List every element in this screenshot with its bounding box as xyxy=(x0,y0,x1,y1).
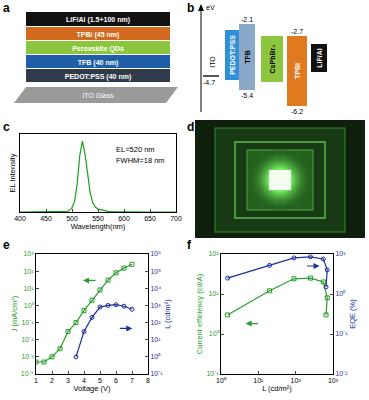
svg-text:10⁰: 10⁰ xyxy=(24,302,35,309)
svg-text:10⁵: 10⁵ xyxy=(150,268,161,275)
svg-text:10⁴: 10⁴ xyxy=(150,285,161,292)
svg-text:1: 1 xyxy=(34,377,38,384)
svg-text:10¹: 10¹ xyxy=(208,290,219,297)
svg-text:10³: 10³ xyxy=(150,302,161,309)
svg-text:10⁶: 10⁶ xyxy=(150,250,161,257)
svg-text:8: 8 xyxy=(146,377,150,384)
html-text:e: e xyxy=(3,238,10,252)
svg-text:Wavelength(nm): Wavelength(nm) xyxy=(71,222,126,231)
svg-text:EL Intensity: EL Intensity xyxy=(8,153,17,192)
svg-text:EL=520 nm: EL=520 nm xyxy=(116,145,155,154)
svg-text:L (cd/m²): L (cd/m²) xyxy=(262,384,292,393)
svg-text:10⁰: 10⁰ xyxy=(335,290,346,297)
svg-text:ITO: ITO xyxy=(209,56,216,68)
svg-text:10²: 10² xyxy=(23,268,34,275)
svg-text:10¹: 10¹ xyxy=(253,377,264,384)
html-text:c: c xyxy=(3,120,10,134)
svg-text:PEDOT:PSS (40 nm): PEDOT:PSS (40 nm) xyxy=(65,73,132,81)
svg-text:LiF/Al: LiF/Al xyxy=(316,48,323,67)
svg-text:10⁻¹: 10⁻¹ xyxy=(21,319,34,326)
svg-text:TFB: TFB xyxy=(244,50,251,64)
svg-text:eV: eV xyxy=(206,4,215,11)
svg-text:10³: 10³ xyxy=(328,377,339,384)
html-text:a: a xyxy=(3,1,10,15)
svg-text:TPBi (45 nm): TPBi (45 nm) xyxy=(77,31,120,39)
svg-text:550: 550 xyxy=(92,215,104,222)
svg-text:10²: 10² xyxy=(291,377,302,384)
svg-text:-4.7: -4.7 xyxy=(203,79,215,86)
svg-text:10⁻⁴: 10⁻⁴ xyxy=(21,370,34,377)
svg-text:600: 600 xyxy=(118,215,130,222)
svg-text:4: 4 xyxy=(82,377,86,384)
svg-text:10¹: 10¹ xyxy=(150,336,161,343)
svg-text:10²: 10² xyxy=(208,250,219,257)
svg-text:2: 2 xyxy=(50,377,54,384)
svg-text:TPBi: TPBi xyxy=(294,63,301,79)
svg-text:400: 400 xyxy=(14,215,26,222)
svg-text:PEDOT:PSS: PEDOT:PSS xyxy=(229,35,236,75)
svg-text:500: 500 xyxy=(66,215,78,222)
svg-text:Voltage (V): Voltage (V) xyxy=(73,384,111,393)
svg-text:10⁰: 10⁰ xyxy=(216,377,227,384)
svg-text:Current efficiency (cd/A): Current efficiency (cd/A) xyxy=(195,273,204,354)
svg-text:10⁻¹: 10⁻¹ xyxy=(150,370,163,377)
svg-text:6: 6 xyxy=(114,377,118,384)
svg-text:FWHM=18 nm: FWHM=18 nm xyxy=(116,156,165,165)
svg-text:J (mA/cm²): J (mA/cm²) xyxy=(10,295,19,332)
svg-text:-2.1: -2.1 xyxy=(241,16,253,23)
svg-text:L (cd/m²): L (cd/m²) xyxy=(163,299,172,329)
svg-text:7: 7 xyxy=(130,377,134,384)
svg-text:10⁻²: 10⁻² xyxy=(21,336,34,343)
svg-text:TFB (40 nm): TFB (40 nm) xyxy=(78,59,118,67)
svg-text:10⁻²: 10⁻² xyxy=(335,370,348,377)
svg-text:10⁻¹: 10⁻¹ xyxy=(335,330,348,337)
svg-text:650: 650 xyxy=(144,215,156,222)
svg-text:3: 3 xyxy=(66,377,70,384)
svg-text:ITO Glass: ITO Glass xyxy=(82,92,114,99)
svg-text:-6.2: -6.2 xyxy=(291,108,303,115)
svg-text:-5.4: -5.4 xyxy=(241,92,253,99)
svg-text:10²: 10² xyxy=(150,319,161,326)
svg-text:LiF/Al (1.5+100 nm): LiF/Al (1.5+100 nm) xyxy=(66,16,130,24)
svg-text:-2.7: -2.7 xyxy=(291,28,303,35)
svg-text:10¹: 10¹ xyxy=(23,285,34,292)
svg-text:700: 700 xyxy=(170,215,182,222)
html-text:b: b xyxy=(187,1,195,15)
svg-text:10⁻³: 10⁻³ xyxy=(21,353,34,360)
svg-text:10⁻¹: 10⁻¹ xyxy=(206,370,219,377)
svg-text:EQE (%): EQE (%) xyxy=(348,299,357,329)
svg-text:5: 5 xyxy=(98,377,102,384)
svg-text:10¹: 10¹ xyxy=(335,250,346,257)
svg-text:10⁰: 10⁰ xyxy=(209,330,220,337)
html-text:f: f xyxy=(187,238,191,252)
svg-text:10⁰: 10⁰ xyxy=(150,353,161,360)
svg-text:CsPbBr₃: CsPbBr₃ xyxy=(269,45,276,74)
svg-text:10³: 10³ xyxy=(23,250,34,257)
html-text:d: d xyxy=(187,120,195,134)
svg-text:450: 450 xyxy=(40,215,52,222)
svg-text:Perovskite QDs: Perovskite QDs xyxy=(72,45,124,53)
